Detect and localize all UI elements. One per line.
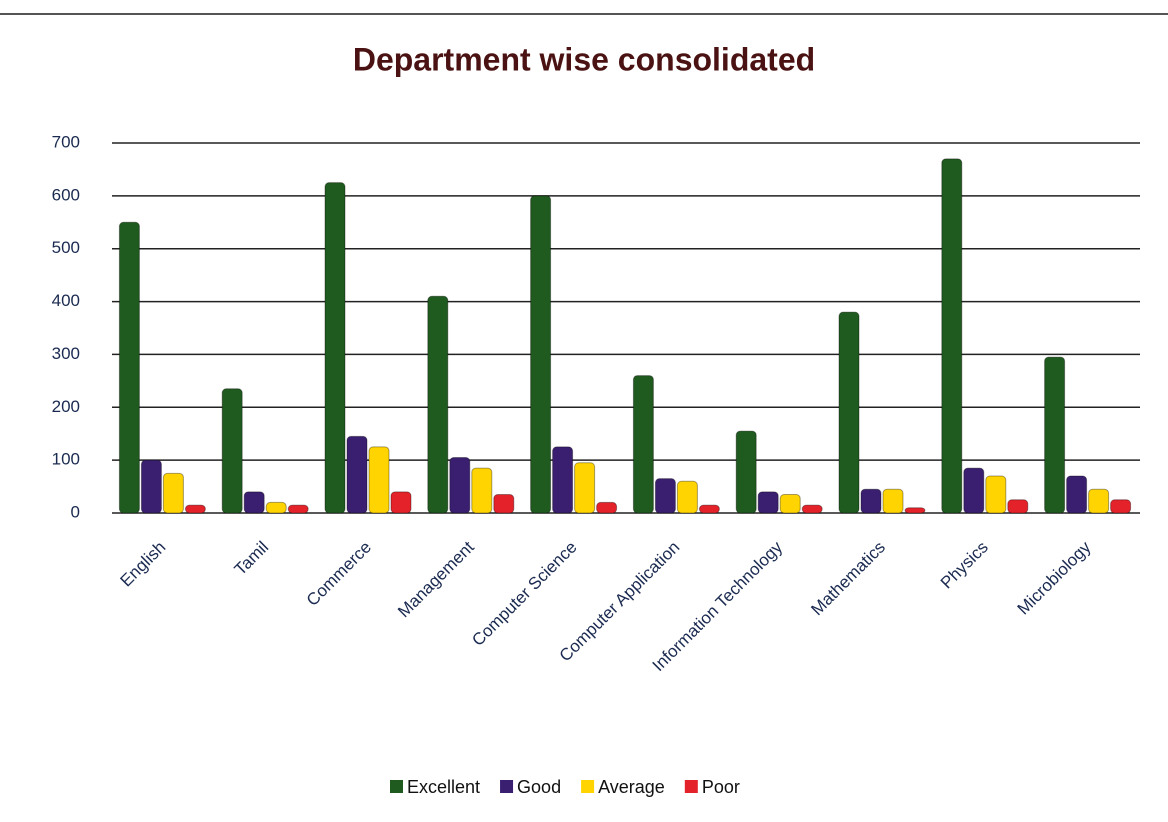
- legend-swatch: [581, 780, 595, 793]
- bar: [162, 472, 184, 514]
- x-tick-label: Computer Science: [468, 538, 580, 650]
- y-tick-label: 300: [52, 344, 80, 363]
- legend-swatch: [684, 780, 698, 793]
- bar: [265, 501, 287, 514]
- bar: [530, 195, 552, 514]
- bar: [904, 507, 926, 514]
- y-tick-label: 600: [52, 185, 80, 204]
- legend-label: Average: [598, 777, 665, 797]
- bar: [882, 488, 904, 514]
- y-tick-label: 700: [52, 132, 80, 151]
- y-tick-label: 500: [52, 238, 80, 257]
- bar: [427, 295, 449, 514]
- bar: [860, 488, 882, 514]
- bar: [1007, 499, 1029, 514]
- bar: [449, 457, 471, 514]
- bar: [1044, 356, 1066, 514]
- legend-swatch: [390, 780, 403, 793]
- legend-label: Good: [517, 777, 561, 797]
- y-tick-label: 0: [71, 502, 80, 521]
- bar: [596, 501, 618, 514]
- x-tick-label: Management: [394, 537, 478, 621]
- bar: [471, 467, 493, 514]
- bar: [221, 388, 243, 514]
- bar: [698, 504, 720, 514]
- x-tick-label: Physics: [937, 538, 992, 593]
- y-tick-label: 200: [52, 397, 80, 416]
- y-tick-label: 400: [52, 291, 80, 310]
- legend-label: Poor: [702, 777, 740, 797]
- legend-swatch: [500, 780, 514, 793]
- bar: [676, 480, 698, 514]
- bar: [985, 475, 1007, 514]
- bar: [390, 491, 412, 514]
- legend-label: Excellent: [407, 777, 480, 797]
- bar: [140, 459, 162, 514]
- bar: [287, 504, 309, 514]
- bar: [963, 467, 985, 514]
- x-tick-label: Tamil: [231, 538, 272, 579]
- y-tick-label: 100: [52, 450, 80, 469]
- bar: [243, 491, 265, 514]
- bar: [324, 182, 346, 514]
- x-tick-label: Commerce: [303, 538, 375, 610]
- x-tick-label: English: [117, 538, 170, 591]
- bar: [941, 158, 963, 514]
- x-tick-label: Microbiology: [1014, 537, 1095, 618]
- bar: [574, 462, 596, 514]
- bar: [632, 375, 654, 514]
- bar: [757, 491, 779, 514]
- bar: [801, 504, 823, 514]
- bar: [1066, 475, 1088, 514]
- bar: [838, 311, 860, 514]
- bar: [368, 446, 390, 514]
- x-tick-label: Mathematics: [807, 538, 889, 620]
- chart-title: Department wise consolidated: [353, 41, 815, 77]
- bar: [118, 221, 140, 514]
- bar: [779, 494, 801, 514]
- bar: [1088, 488, 1110, 514]
- bar: [552, 446, 574, 514]
- bar: [184, 504, 206, 514]
- bar: [735, 430, 757, 514]
- bar: [1110, 499, 1132, 514]
- bar: [654, 478, 676, 514]
- bar: [346, 435, 368, 514]
- bar: [493, 494, 515, 514]
